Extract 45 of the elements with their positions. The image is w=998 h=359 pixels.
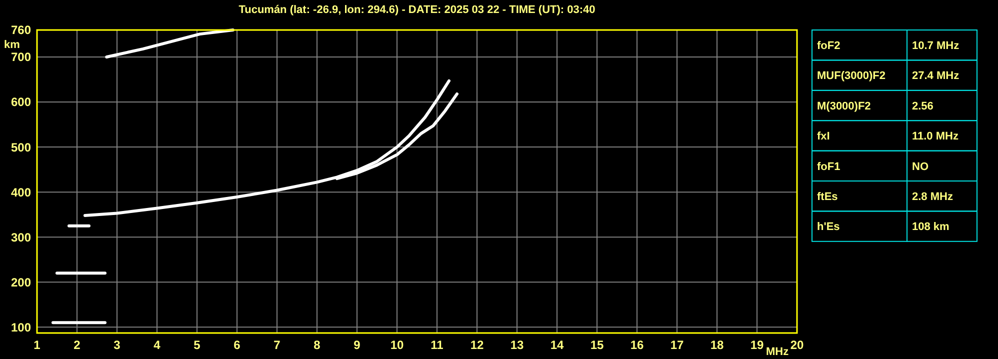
text: 10.7 MHz [912, 40, 960, 52]
x-tick-label: 7 [274, 338, 281, 352]
y-tick-label: 400 [10, 185, 32, 200]
x-tick-label: 11 [430, 338, 444, 352]
x-tick-label: 5 [194, 338, 201, 352]
text: 27.4 MHz [912, 70, 960, 82]
x-tick-label: 18 [710, 338, 724, 352]
x-tick-label: 10 [390, 338, 404, 352]
x-tick-label: 8 [314, 338, 321, 352]
category-label: foF2 [817, 40, 840, 52]
text: NO [912, 160, 928, 173]
y-tick-label: 760 [10, 23, 32, 38]
x-tick-label: 19 [750, 338, 764, 352]
category-label: M(3000)F2 [817, 100, 871, 112]
x-tick-label: 9 [354, 338, 361, 352]
category-label: h'Es [817, 221, 840, 234]
y-tick-label: 100 [10, 320, 32, 334]
y-tick-label: 200 [10, 275, 32, 290]
text: 108 km [912, 221, 950, 234]
y-tick-label: 600 [10, 95, 32, 110]
x-tick-label: 16 [630, 338, 644, 352]
text: 2.56 [912, 100, 934, 112]
category-label: MUF(3000)F2 [817, 70, 886, 82]
x-tick-label: 20 [790, 338, 804, 352]
x-tick-label: 6 [234, 338, 241, 352]
y-tick-label: 500 [10, 140, 32, 154]
category-label: fxI [817, 130, 830, 143]
y-tick-label: 300 [10, 230, 32, 244]
x-tick-label: 13 [510, 338, 524, 352]
text: 11.0 MHz [912, 130, 958, 143]
text: 2.8 MHz [912, 190, 953, 203]
x-tick-label: 15 [590, 338, 604, 352]
chart-title: Tucumán (lat: -26.9, lon: 294.6) - DATE: 2025 03 22 - TIME (UT): 03:40 [238, 4, 596, 16]
x-tick-label: 1 [34, 338, 41, 352]
x-tick-label: 17 [670, 338, 684, 352]
x-tick-label: 3 [114, 338, 121, 352]
y-axis-title: km [4, 39, 20, 51]
x-axis-title: MHz [766, 346, 790, 358]
category-label: foF1 [817, 160, 840, 173]
category-label: ftEs [817, 190, 838, 203]
x-tick-label: 4 [154, 338, 161, 352]
x-tick-label: 14 [550, 338, 564, 352]
y-tick-label: 700 [10, 50, 32, 64]
x-tick-label: 2 [74, 338, 81, 352]
x-tick-label: 12 [470, 338, 484, 352]
